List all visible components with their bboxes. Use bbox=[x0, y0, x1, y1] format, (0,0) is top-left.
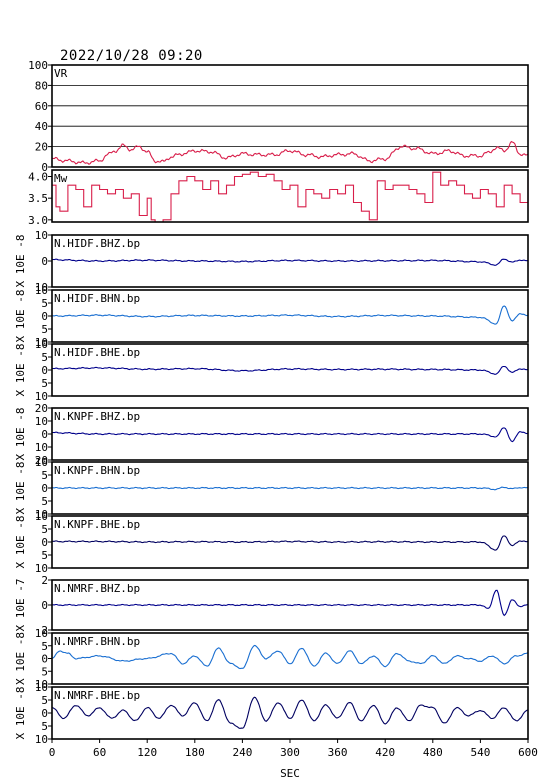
hidf_bhe-ytick-label-4: 10 bbox=[35, 338, 48, 351]
knpf_bhn-trace bbox=[52, 486, 529, 491]
hidf_bhe-trace bbox=[52, 365, 529, 375]
x-axis-title: SEC bbox=[280, 767, 300, 780]
knpf_bhn-ytick-label-2: 0 bbox=[41, 482, 48, 495]
nmrf_bhn-ytick-label-3: 5 bbox=[41, 640, 48, 653]
knpf_bhe-ytick-label-4: 10 bbox=[35, 510, 48, 523]
knpf_bhz-channel-label: N.KNPF.BHZ.bp bbox=[54, 410, 140, 423]
knpf_bhe-ylabel: X 10E -8 bbox=[14, 516, 27, 569]
knpf_bhn-ylabel: X 10E -8 bbox=[14, 462, 27, 515]
nmrf_bhn-ytick-label-1: 5 bbox=[41, 665, 48, 678]
knpf_bhz-ytick-label-0: 20 bbox=[35, 454, 48, 467]
knpf_bhe-ytick-label-2: 0 bbox=[41, 536, 48, 549]
nmrf_bhe-ytick-label-0: 10 bbox=[35, 733, 48, 746]
timestamp: 2022/10/28 09:20 bbox=[60, 48, 203, 64]
mw-ytick-label-1: 3.5 bbox=[28, 192, 48, 205]
nmrf_bhn-ytick-label-2: 0 bbox=[41, 653, 48, 666]
vr-ytick-label-4: 80 bbox=[35, 79, 48, 92]
hidf_bhe-ytick-label-1: 5 bbox=[41, 377, 48, 390]
mw-ytick-label-2: 4.0 bbox=[28, 171, 48, 184]
vr-ytick-label-0: 0 bbox=[41, 161, 48, 174]
nmrf_bhn-ylabel: X 10E -8 bbox=[14, 632, 27, 685]
knpf_bhn-channel-label: N.KNPF.BHN.bp bbox=[54, 464, 140, 477]
nmrf_bhz-channel-label: N.NMRF.BHZ.bp bbox=[54, 582, 140, 595]
knpf_bhe-trace bbox=[51, 535, 529, 551]
hidf_bhz-ylabel: X 10E -8 bbox=[14, 235, 27, 288]
knpf_bhn-ytick-label-1: 5 bbox=[41, 495, 48, 508]
xtick-label-8: 480 bbox=[423, 746, 443, 759]
nmrf_bhz-ytick-label-0: 2 bbox=[41, 624, 48, 637]
hidf_bhz-ytick-label-1: 0 bbox=[41, 255, 48, 268]
hidf_bhn-ytick-label-2: 0 bbox=[41, 310, 48, 323]
xtick-label-10: 600 bbox=[518, 746, 538, 759]
knpf_bhe-ytick-label-3: 5 bbox=[41, 523, 48, 536]
nmrf_bhn-trace bbox=[51, 644, 529, 670]
nmrf_bhe-ytick-label-4: 10 bbox=[35, 681, 48, 694]
hidf_bhe-ytick-label-2: 0 bbox=[41, 364, 48, 377]
knpf_bhe-ytick-label-1: 5 bbox=[41, 549, 48, 562]
vr-ytick-label-2: 40 bbox=[35, 120, 48, 133]
xtick-label-2: 120 bbox=[137, 746, 157, 759]
knpf_bhn-ytick-label-3: 5 bbox=[41, 469, 48, 482]
hidf_bhn-ytick-label-0: 10 bbox=[35, 336, 48, 349]
xtick-label-7: 420 bbox=[375, 746, 395, 759]
nmrf_bhe-ytick-label-2: 0 bbox=[41, 707, 48, 720]
nmrf_bhe-trace bbox=[51, 696, 529, 729]
vr-channel-label: VR bbox=[54, 67, 68, 80]
mw-ytick-label-0: 3.0 bbox=[28, 214, 48, 227]
mw-frame bbox=[51, 169, 529, 223]
knpf_bhz-ylabel: X 10E -8 bbox=[14, 408, 27, 461]
vr-ytick-label-1: 20 bbox=[35, 141, 48, 154]
nmrf_bhe-ylabel: X 10E -8 bbox=[14, 687, 27, 740]
nmrf_bhn-channel-label: N.NMRF.BHN.bp bbox=[54, 635, 140, 648]
hidf_bhe-ytick-label-3: 5 bbox=[41, 351, 48, 364]
knpf_bhe-ytick-label-0: 10 bbox=[35, 562, 48, 575]
hidf_bhn-ytick-label-4: 10 bbox=[35, 284, 48, 297]
hidf_bhn-trace bbox=[52, 305, 529, 325]
knpf_bhe-channel-label: N.KNPF.BHE.bp bbox=[54, 518, 140, 531]
knpf_bhz-ytick-label-2: 0 bbox=[41, 428, 48, 441]
knpf_bhz-trace bbox=[52, 427, 529, 443]
nmrf_bhz-ytick-label-2: 2 bbox=[41, 574, 48, 587]
nmrf_bhn-ytick-label-0: 10 bbox=[35, 678, 48, 691]
nmrf_bhe-ytick-label-1: 5 bbox=[41, 720, 48, 733]
mw-trace bbox=[52, 171, 529, 223]
vr-trace bbox=[51, 140, 529, 165]
knpf_bhz-ytick-label-3: 10 bbox=[35, 415, 48, 428]
nmrf_bhe-channel-label: N.NMRF.BHE.bp bbox=[54, 689, 140, 702]
knpf_bhn-ytick-label-0: 10 bbox=[35, 508, 48, 521]
hidf_bhn-ytick-label-1: 5 bbox=[41, 323, 48, 336]
hidf_bhn-ylabel: X 10E -8 bbox=[14, 290, 27, 343]
hidf_bhn-ytick-label-3: 5 bbox=[41, 297, 48, 310]
knpf_bhn-ytick-label-4: 10 bbox=[35, 456, 48, 469]
mw-channel-label: Mw bbox=[54, 172, 68, 185]
xtick-label-3: 180 bbox=[185, 746, 205, 759]
vr-frame bbox=[51, 64, 529, 168]
nmrf_bhe-ytick-label-3: 5 bbox=[41, 694, 48, 707]
hidf_bhn-channel-label: N.HIDF.BHN.bp bbox=[54, 292, 140, 305]
hidf_bhz-ytick-label-2: 10 bbox=[35, 229, 48, 242]
xtick-label-5: 300 bbox=[280, 746, 300, 759]
hidf_bhz-ytick-label-0: 10 bbox=[35, 281, 48, 294]
xtick-label-1: 60 bbox=[93, 746, 106, 759]
hidf_bhe-channel-label: N.HIDF.BHE.bp bbox=[54, 346, 140, 359]
hidf_bhe-ytick-label-0: 10 bbox=[35, 390, 48, 403]
nmrf_bhz-ytick-label-1: 0 bbox=[41, 599, 48, 612]
knpf_bhz-ytick-label-4: 20 bbox=[35, 402, 48, 415]
hidf_bhz-channel-label: N.HIDF.BHZ.bp bbox=[54, 237, 140, 250]
nmrf_bhz-ylabel: X 10E -7 bbox=[14, 579, 27, 632]
nmrf_bhn-ytick-label-4: 10 bbox=[35, 627, 48, 640]
xtick-label-9: 540 bbox=[470, 746, 490, 759]
hidf_bhe-ylabel: X 10E -8 bbox=[14, 344, 27, 397]
knpf_bhz-ytick-label-1: 10 bbox=[35, 441, 48, 454]
nmrf_bhz-trace bbox=[52, 589, 529, 617]
xtick-label-4: 240 bbox=[232, 746, 252, 759]
hidf_bhz-trace bbox=[52, 258, 529, 266]
vr-ytick-label-5: 100 bbox=[28, 59, 48, 72]
vr-ytick-label-3: 60 bbox=[35, 100, 48, 113]
xtick-label-6: 360 bbox=[328, 746, 348, 759]
xtick-label-0: 0 bbox=[49, 746, 56, 759]
